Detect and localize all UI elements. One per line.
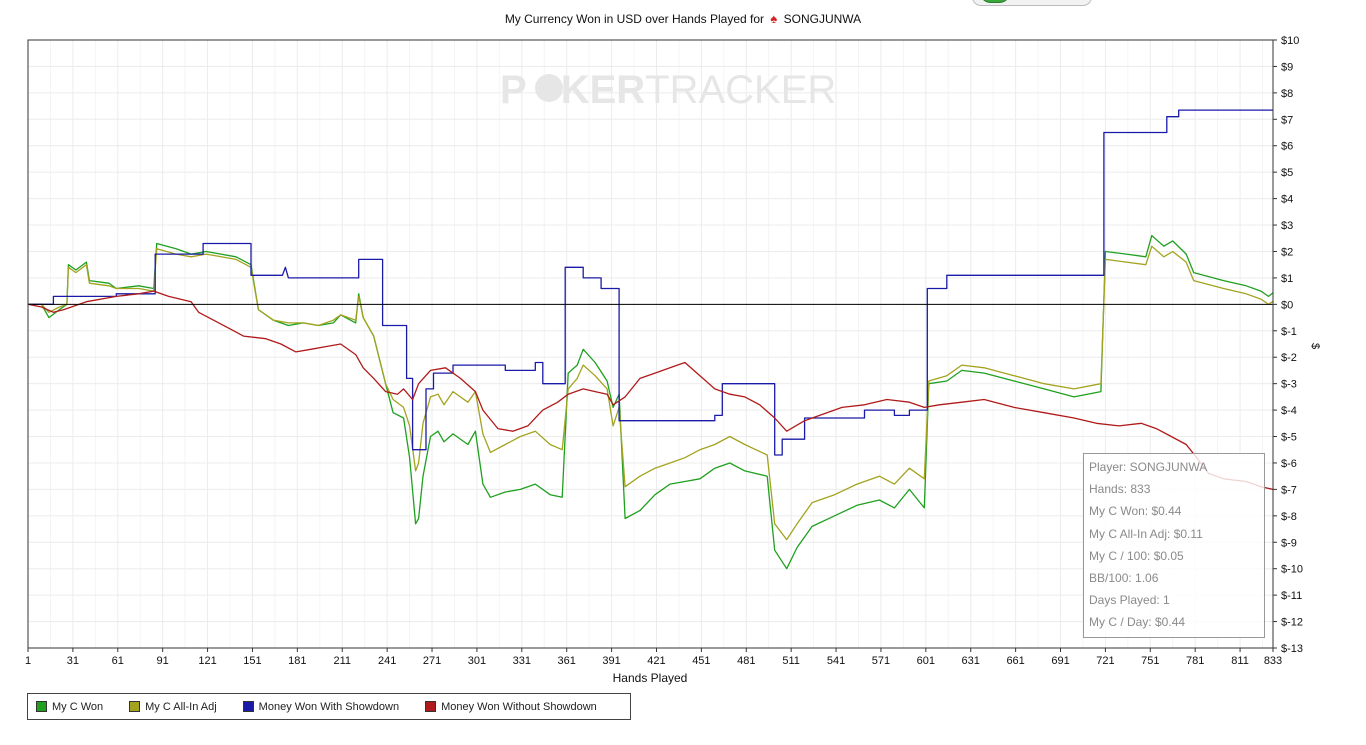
x-tick-label: 691 xyxy=(1051,655,1069,667)
y-tick-label: $-4 xyxy=(1281,405,1297,417)
legend-swatch-icon xyxy=(242,701,254,712)
y-axis-title: $ xyxy=(1309,342,1322,350)
x-tick-label: 211 xyxy=(333,655,351,667)
legend-swatch-icon xyxy=(129,701,141,712)
y-tick-label: $4 xyxy=(1281,194,1293,206)
legend-label: Money Won With Showdown xyxy=(258,700,400,713)
x-tick-label: 511 xyxy=(782,655,800,667)
y-tick-label: $-9 xyxy=(1281,537,1297,549)
watermark-part1: P xyxy=(500,68,527,112)
x-tick-label: 91 xyxy=(157,655,169,667)
y-tick-label: $-10 xyxy=(1281,564,1303,576)
watermark-part2: KER xyxy=(561,68,646,112)
x-tick-label: 361 xyxy=(558,655,576,667)
watermark-chip-icon xyxy=(535,74,563,102)
y-tick-label: $1 xyxy=(1281,273,1293,285)
stat-player: Player: SONGJUNWA xyxy=(1089,460,1208,474)
y-tick-label: $-13 xyxy=(1281,643,1303,655)
x-tick-label: 241 xyxy=(378,655,396,667)
legend-swatch-icon xyxy=(36,701,47,712)
chart-legend: My C Won My C All-In Adj Money Won With Sh… xyxy=(27,693,631,720)
player-stats-tooltip: Player: SONGJUNWA Hands: 833 My C Won: $… xyxy=(1083,453,1265,638)
x-tick-label: 833 xyxy=(1264,655,1282,667)
x-tick-label: 451 xyxy=(692,655,710,667)
y-tick-label: $-11 xyxy=(1281,590,1302,602)
y-tick-label: $7 xyxy=(1281,114,1293,126)
pokertracker-watermark: P KERTRACKER xyxy=(500,68,836,112)
x-tick-label: 481 xyxy=(737,655,755,667)
series-line-money-won-without-showdown xyxy=(27,290,1274,491)
legend-item[interactable]: My C Won xyxy=(36,701,103,713)
x-axis-title: Hands Played xyxy=(612,671,688,685)
y-tick-label: $3 xyxy=(1281,220,1293,232)
stat-days-played: Days Played: 1 xyxy=(1089,593,1170,608)
x-tick-label: 181 xyxy=(288,655,306,667)
y-tick-label: $8 xyxy=(1281,88,1293,100)
chart-grid xyxy=(27,39,1274,649)
x-tick-label: 301 xyxy=(468,655,486,667)
legend-item[interactable]: My C All-In Adj xyxy=(129,701,217,713)
legend-label: My C Won xyxy=(52,700,104,713)
chart-series xyxy=(27,109,1274,570)
y-tick-label: $-2 xyxy=(1281,352,1297,364)
x-tick-label: 541 xyxy=(827,655,845,667)
chart-title-player: SONGJUNWA xyxy=(783,12,862,26)
x-tick-label: 421 xyxy=(647,655,665,667)
y-tick-label: $5 xyxy=(1281,167,1293,179)
chart-title: My Currency Won in USD over Hands Played… xyxy=(0,11,1366,26)
legend-item[interactable]: Money Won With Showdown xyxy=(242,700,400,713)
x-tick-label: 571 xyxy=(872,655,890,667)
plot-frame xyxy=(27,39,1274,649)
stat-won: My C Won: $0.44 xyxy=(1089,504,1182,519)
y-tick-label: $-1 xyxy=(1281,326,1297,338)
poker-spade-icon: ♠ xyxy=(770,11,778,26)
series-line-money-won-with-showdown xyxy=(28,109,1273,456)
x-tick-label: 121 xyxy=(198,655,216,667)
y-tick-label: $9 xyxy=(1281,61,1293,73)
legend-label: Money Won Without Showdown xyxy=(441,700,597,713)
x-tick-label: 811 xyxy=(1231,655,1249,667)
watermark-part3: TRACKER xyxy=(645,68,836,112)
y-tick-label: $6 xyxy=(1281,141,1293,153)
y-tick-label: $-8 xyxy=(1281,511,1297,523)
y-tick-label: $-7 xyxy=(1281,484,1297,496)
y-tick-label: $-5 xyxy=(1281,432,1297,444)
legend-label: My C All-In Adj xyxy=(145,700,217,713)
stat-hands: Hands: 833 xyxy=(1089,482,1151,497)
legend-item[interactable]: Money Won Without Showdown xyxy=(425,701,597,713)
chart-title-prefix: My Currency Won in USD over Hands Played… xyxy=(504,12,765,26)
y-tick-label: $2 xyxy=(1281,246,1293,258)
x-tick-label: 1 xyxy=(25,655,31,667)
stat-per-day: My C / Day: $0.44 xyxy=(1089,615,1186,630)
x-tick-label: 781 xyxy=(1186,655,1204,667)
plot-background xyxy=(28,40,1273,648)
x-tick-label: 31 xyxy=(67,655,79,667)
x-tick-label: 751 xyxy=(1141,655,1159,667)
y-tick-label: $10 xyxy=(1281,35,1299,47)
y-tick-label: $-6 xyxy=(1281,458,1297,470)
y-tick-label: $-3 xyxy=(1281,379,1297,391)
x-tick-label: 721 xyxy=(1096,655,1114,667)
y-tick-label: $-12 xyxy=(1281,617,1303,629)
stat-bb-100: BB/100: 1.06 xyxy=(1089,570,1159,585)
series-line-my-c-won xyxy=(28,234,1274,570)
x-tick-label: 661 xyxy=(1006,655,1024,667)
x-tick-label: 61 xyxy=(112,655,124,667)
series-line-my-c-all-in-adj xyxy=(28,245,1274,541)
stat-per-100: My C / 100: $0.05 xyxy=(1089,548,1184,563)
x-tick-label: 391 xyxy=(602,655,620,667)
x-tick-label: 601 xyxy=(917,655,935,667)
chart-axes: 1 31 61 91 121 151 181 211 241 271 301 331 361 391 421… xyxy=(25,35,1303,667)
x-tick-label: 271 xyxy=(423,655,441,667)
legend-swatch-icon xyxy=(425,701,437,712)
x-tick-label: 151 xyxy=(243,655,261,667)
y-tick-label: $0 xyxy=(1281,299,1293,311)
stat-allin-adj: My C All-In Adj: $0.11 xyxy=(1089,526,1203,541)
x-tick-label: 331 xyxy=(513,655,531,667)
x-tick-label: 631 xyxy=(962,655,980,667)
